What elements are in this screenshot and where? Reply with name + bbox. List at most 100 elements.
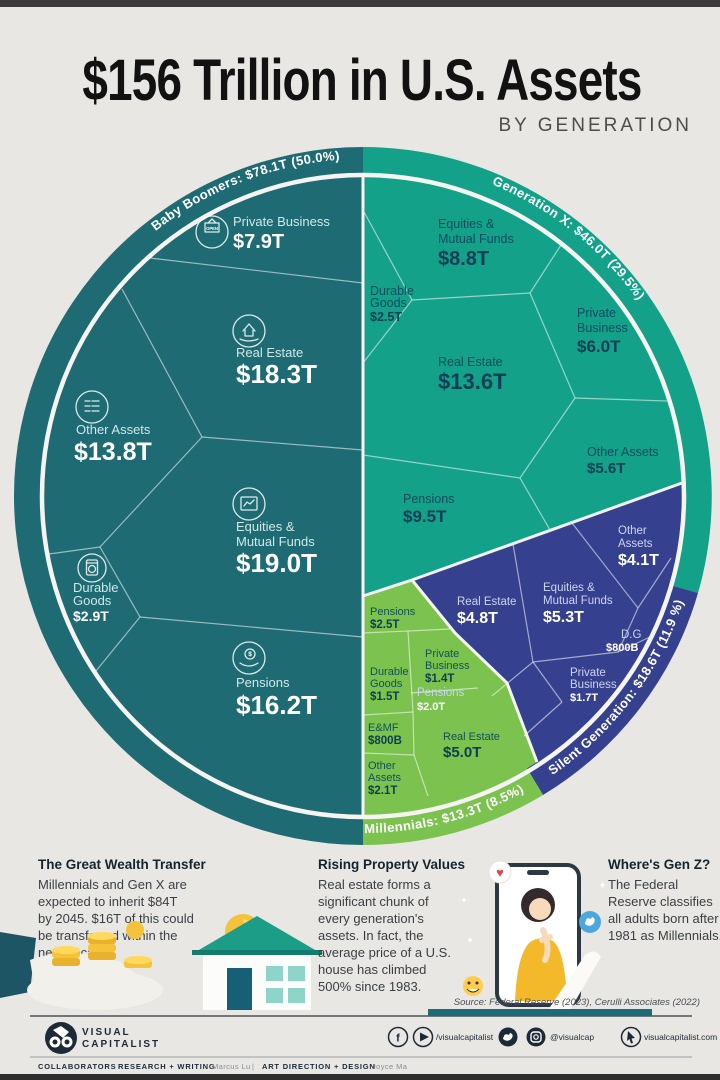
bottom-border: [0, 1074, 720, 1080]
segment-value: $7.9T: [233, 231, 284, 253]
page-title: $156 Trillion in U.S. Assets: [82, 49, 641, 113]
segment-value: $2.1T: [368, 785, 397, 797]
house-window: [266, 988, 283, 1003]
collaborators-label: COLLABORATORS: [38, 1062, 116, 1071]
segment-label: E&MF: [368, 722, 399, 734]
segment-value: $19.0T: [236, 548, 317, 578]
website-link[interactable]: visualcapitalist.com: [644, 1032, 717, 1042]
segment-value: $2.0T: [417, 701, 445, 713]
house-window: [266, 966, 283, 981]
visual-capitalist-logo[interactable]: VISUAL CAPITALIST: [45, 1022, 160, 1054]
cell-boundaries-millennials: [362, 628, 479, 797]
youtube-icon[interactable]: [412, 1026, 434, 1048]
section-line: house has climbed: [318, 962, 426, 977]
cell-boundaries-generation-x: [362, 209, 668, 531]
cells-silent-generation: Other Assets $4.1T Equities & Mutual Fun…: [417, 525, 659, 713]
segment-value: $5.6T: [587, 460, 625, 477]
segment-label: Other: [618, 525, 647, 537]
social-handle-secondary[interactable]: @visualcap: [550, 1032, 594, 1042]
segment-value: $13.8T: [74, 438, 152, 466]
twitter-icon[interactable]: [498, 1027, 518, 1047]
section-great-wealth-transfer: The Great Wealth Transfer Millennials an…: [38, 857, 207, 960]
house-door: [227, 968, 252, 1010]
sparkles: [462, 882, 605, 942]
segment-label: Pensions: [370, 606, 416, 618]
section-line: significant chunk of: [318, 894, 429, 909]
segment-label: Durable: [370, 284, 414, 298]
segment-label: Real Estate: [236, 345, 303, 360]
generation-wealth-chart: Baby Boomers: $78.1T (50.0%) Generation …: [14, 147, 712, 845]
sleeve-shape: [0, 932, 36, 998]
hand-coins-illustration: [0, 921, 163, 1010]
segment-value: $8.8T: [438, 248, 489, 270]
region-millennials: [363, 580, 537, 815]
social-handle-primary[interactable]: /visualcapitalist: [436, 1032, 494, 1042]
house-roof: [192, 916, 322, 954]
house-illustration: [192, 914, 322, 1010]
segment-value: $13.6T: [438, 369, 507, 394]
region-generation-x: [363, 176, 682, 596]
house-window: [288, 988, 305, 1003]
section-line: The Federal: [608, 877, 678, 892]
segment-label: Pensions: [403, 492, 454, 506]
segment-value: $2.9T: [73, 608, 109, 624]
section-line: by 2045. $16T of this could: [38, 911, 194, 926]
segment-label: Mutual Funds: [543, 595, 613, 607]
instagram-icon[interactable]: [526, 1027, 546, 1047]
section-wheres-gen-z: Where's Gen Z? The Federal Reserve class…: [608, 857, 720, 943]
segment-label: Goods: [73, 593, 112, 608]
segment-label: Business: [425, 660, 470, 672]
accent-bar: [428, 1009, 652, 1016]
roof-edge: [192, 950, 322, 955]
segment-label: Durable: [370, 666, 409, 678]
heart-icon: ♥: [496, 865, 504, 880]
segment-label: Private: [425, 648, 459, 660]
cells-baby-boomers: OPEN Private Business $7.9T Real Estate …: [73, 214, 330, 720]
collaborators-row: COLLABORATORS RESEARCH + WRITING Marcus …: [38, 1062, 407, 1071]
svg-text:f: f: [396, 1033, 400, 1045]
section-rising-property-values: Rising Property Values Real estate forms…: [318, 857, 465, 994]
section-line: average price of a U.S.: [318, 945, 451, 960]
cell-boundaries-baby-boomers: [48, 257, 364, 672]
section-heading: The Great Wealth Transfer: [38, 857, 207, 872]
section-line: 500% since 1983.: [318, 979, 421, 994]
segment-value: $800B: [606, 642, 638, 654]
segment-value: $800B: [368, 735, 402, 747]
segment-label: Private: [577, 306, 616, 320]
region-baby-boomers: [44, 177, 363, 815]
segment-label: Other Assets: [587, 445, 659, 459]
section-heading: Where's Gen Z?: [608, 857, 710, 872]
bird-icon: [585, 917, 595, 926]
website-cursor-icon[interactable]: [620, 1026, 642, 1048]
smiley-icon: [463, 976, 483, 996]
open-sign-icon: OPEN: [195, 215, 229, 249]
segment-value: $2.5T: [370, 310, 402, 324]
separator: |: [252, 1062, 254, 1071]
segment-label: D.G: [621, 629, 642, 641]
logo-text-line2: CAPITALIST: [82, 1039, 160, 1050]
region-silent-generation: [412, 483, 683, 762]
segment-label: Pensions: [236, 675, 290, 690]
stock-certificate-icon: [232, 487, 266, 521]
segment-value: $5.3T: [543, 609, 584, 626]
facebook-icon[interactable]: f: [387, 1026, 409, 1048]
art-label: ART DIRECTION + DESIGN: [262, 1062, 376, 1071]
segment-label: Mutual Funds: [236, 534, 315, 549]
section-line: Millennials and Gen X are: [38, 877, 187, 892]
segment-value: $4.1T: [618, 552, 659, 569]
segment-label: Goods: [370, 678, 403, 690]
hand-house-icon: [232, 314, 266, 348]
section-line: 1981 as Millennials.: [608, 928, 720, 943]
segment-label: Real Estate: [443, 731, 500, 743]
segment-label: Other Assets: [76, 422, 151, 437]
appliance-icon: [77, 553, 107, 583]
research-label: RESEARCH + WRITING: [118, 1062, 216, 1071]
segment-value: $1.5T: [370, 691, 399, 703]
segment-label: Equities &: [543, 582, 595, 594]
section-line: every generation's: [318, 911, 424, 926]
svg-text:OPEN: OPEN: [206, 226, 218, 231]
segment-label: Real Estate: [457, 596, 516, 608]
phone-notch: [527, 870, 549, 875]
